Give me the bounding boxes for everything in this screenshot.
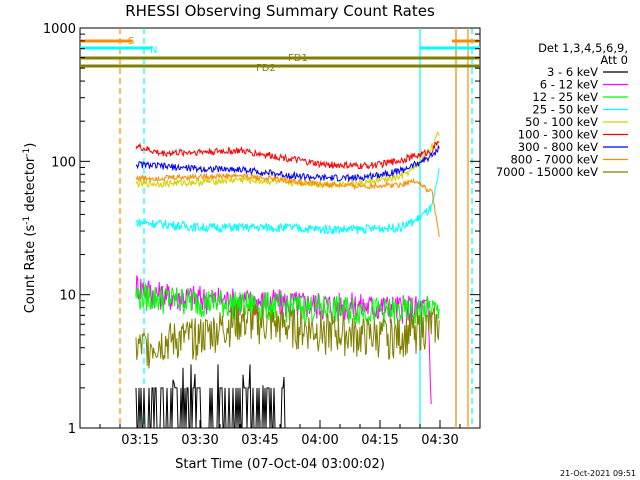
x-tick-label-4: 04:15 [361, 433, 398, 448]
series-line-7 [135, 172, 440, 237]
series-line-5 [135, 140, 440, 170]
legend-label-7: 800 - 7000 keV [510, 153, 598, 167]
data-series [135, 131, 440, 429]
y-axis: 1 10 100 1000 [43, 22, 480, 437]
series-line-4 [135, 131, 440, 189]
series-line-3 [135, 168, 440, 236]
series-line-2 [135, 283, 440, 327]
x-tick-label-5: 04:30 [421, 433, 458, 448]
series-line-8 [135, 303, 440, 369]
state-bar-label-fd2: FD2 [256, 63, 276, 74]
x-tick-label-1: 03:30 [181, 433, 218, 448]
timestamp: 21-Oct-2021 09:51 [560, 469, 636, 478]
vertical-marker-lines [119, 28, 473, 428]
x-tick-label-0: 03:15 [121, 433, 158, 448]
x-axis: 03:15 03:30 03:45 04:00 04:15 04:30 [79, 420, 481, 448]
series-line-6 [135, 145, 440, 183]
legend-label-1: 6 - 12 keV [540, 78, 598, 92]
x-tick-label-3: 04:00 [301, 433, 338, 448]
chart-title: RHESSI Observing Summary Count Rates [125, 2, 435, 20]
series-line-0 [135, 364, 288, 429]
legend-label-6: 300 - 800 keV [518, 140, 598, 154]
y-axis-label: Count Rate (s-1 detector-1) [22, 143, 38, 314]
legend-label-4: 50 - 100 keV [525, 115, 598, 129]
legend-label-0: 3 - 6 keV [547, 65, 598, 79]
state-bar-label-fd1: FD1 [288, 53, 308, 64]
y-tick-label-2: 100 [51, 155, 76, 170]
legend-header-detectors: Det 1,3,4,5,6,9, [538, 41, 628, 55]
legend-label-2: 12 - 25 keV [532, 90, 598, 104]
state-bars: S N FD1 FD2 [80, 36, 480, 74]
x-axis-label: Start Time (07-Oct-04 03:00:02) [175, 457, 385, 472]
legend-label-3: 25 - 50 keV [532, 103, 598, 117]
legend-label-8: 7000 - 15000 keV [496, 165, 598, 179]
y-tick-label-1: 10 [59, 289, 76, 304]
legend-header-attenuator: Att 0 [600, 53, 628, 67]
state-bar-label-s: S [128, 36, 134, 47]
y-tick-label-0: 1 [68, 422, 76, 437]
legend-label-5: 100 - 300 keV [518, 128, 598, 142]
y-tick-label-3: 1000 [43, 22, 76, 37]
x-tick-label-2: 03:45 [241, 433, 278, 448]
state-bar-label-n: N [150, 45, 157, 56]
